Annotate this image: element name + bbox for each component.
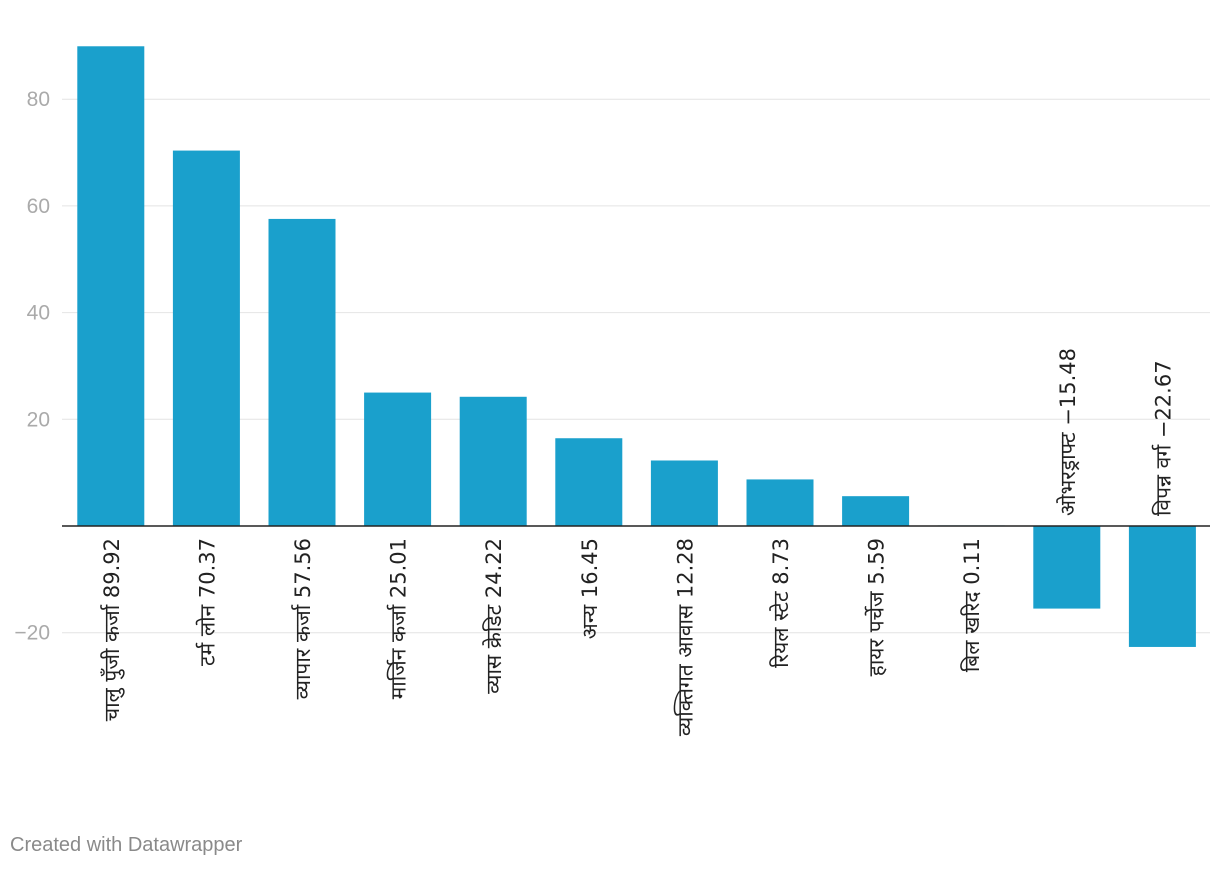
- bar: [746, 479, 814, 526]
- bar-label: व्यास क्रेडिट 24.22: [482, 538, 506, 694]
- datawrapper-credit: Created with Datawrapper: [10, 834, 243, 856]
- y-tick-label: 20: [27, 408, 50, 431]
- bar-labels: चालु पुँजी कर्जा 89.92 टर्म लोन 70.37 व्या…: [100, 348, 1176, 736]
- bar: [172, 150, 240, 526]
- bar-label: अन्य 16.45: [578, 538, 602, 639]
- gridlines: 80 60 40 20 −20: [14, 88, 1210, 645]
- y-tick-label: 80: [27, 88, 50, 111]
- bar: [459, 396, 527, 526]
- bar-label: मार्जिन कर्जा 25.01: [387, 538, 411, 699]
- bar-label: टर्म लोन 70.37: [195, 538, 219, 666]
- bar-label: व्यापार कर्जा 57.56: [291, 538, 315, 699]
- bar: [1033, 526, 1101, 609]
- bar: [555, 438, 623, 526]
- bar: [842, 496, 910, 526]
- bar: [268, 218, 336, 526]
- bar-label: विपन्न वर्ग −22.67: [1151, 360, 1175, 516]
- bar: [1128, 526, 1196, 647]
- y-tick-label: −20: [14, 622, 50, 645]
- bar: [364, 392, 432, 526]
- bar-label: चालु पुँजी कर्जा 89.92: [100, 538, 125, 721]
- y-tick-label: 40: [27, 302, 50, 325]
- bar-label: ओभरड्राफ्ट −15.48: [1056, 348, 1080, 516]
- bar-label: व्यक्तिगत आवास 12.28: [673, 538, 697, 736]
- bar-label: रियल स्टेट 8.73: [769, 538, 793, 668]
- bar: [77, 46, 145, 527]
- y-tick-label: 60: [27, 195, 50, 218]
- bars: [77, 46, 1196, 647]
- bar-label: हायर पर्चेज 5.59: [865, 538, 889, 676]
- bar-chart: 80 60 40 20 −20 चालु पुँजी कर्जा 89.92 टर्म ल…: [14, 46, 1210, 736]
- bar-label: बिल खरिद 0.11: [960, 538, 984, 672]
- bar: [650, 460, 718, 526]
